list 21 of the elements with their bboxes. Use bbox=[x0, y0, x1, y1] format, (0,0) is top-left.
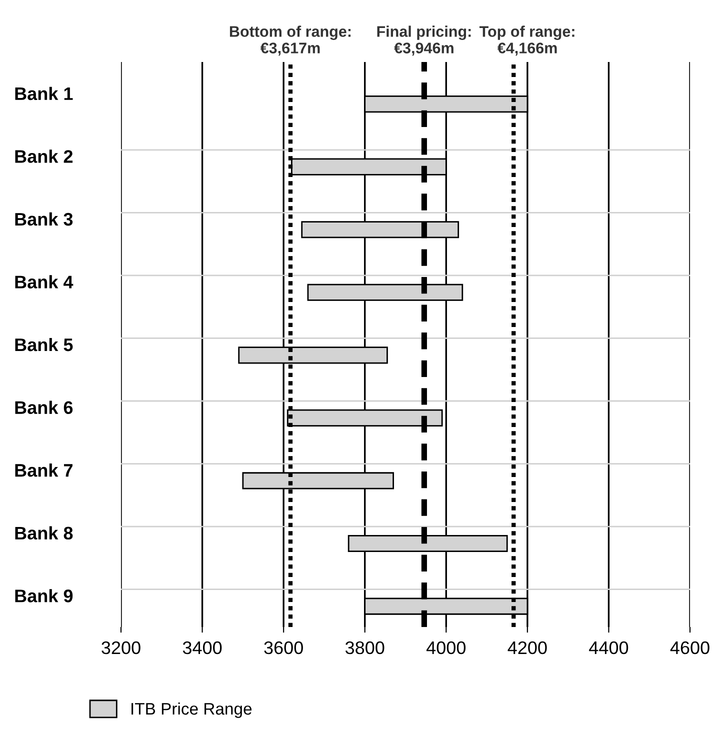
y-tick-label: Bank 1 bbox=[15, 86, 73, 100]
x-tick-label: 4600 bbox=[670, 641, 710, 654]
y-tick-label: Bank 8 bbox=[15, 526, 73, 540]
y-tick-label: Bank 2 bbox=[15, 150, 73, 163]
ref-line-label: Bottom of range: €3,617m bbox=[230, 26, 351, 56]
x-tick-label: 4200 bbox=[508, 641, 547, 654]
y-tick-label: Bank 7 bbox=[15, 464, 72, 477]
x-tick-label: 3200 bbox=[102, 641, 140, 654]
x-tick-label: 4000 bbox=[426, 641, 466, 654]
x-tick-label: 3800 bbox=[345, 641, 384, 654]
y-tick-label: Bank 9 bbox=[15, 589, 73, 602]
y-tick-label: Bank 6 bbox=[15, 400, 73, 414]
ref-line-label: Final pricing: €3,946m bbox=[377, 26, 471, 56]
x-tick-label: 4400 bbox=[589, 641, 628, 654]
legend-label: ITB Price Range bbox=[132, 702, 252, 718]
x-tick-label: 3600 bbox=[264, 641, 303, 654]
x-tick-label: 3400 bbox=[182, 641, 222, 654]
ref-line-label: Top of range: €4,166m bbox=[479, 26, 574, 56]
y-tick-label: Bank 4 bbox=[15, 275, 74, 288]
y-tick-label: Bank 3 bbox=[15, 212, 73, 226]
y-tick-label: Bank 5 bbox=[15, 338, 73, 352]
